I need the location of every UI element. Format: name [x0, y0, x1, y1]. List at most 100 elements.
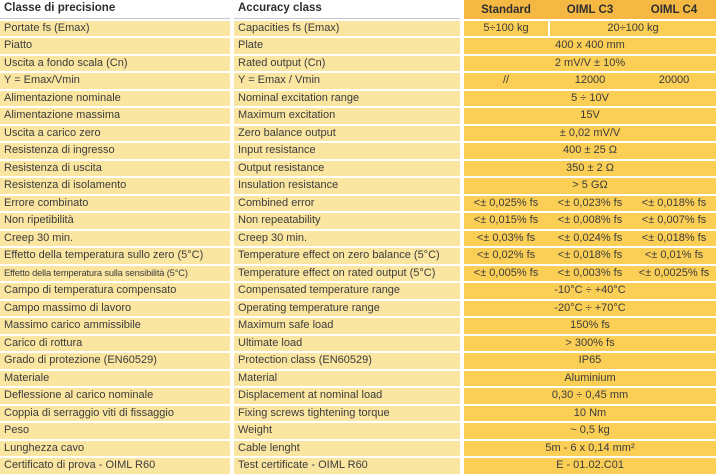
- row-label-english: Creep 30 min.: [234, 230, 460, 247]
- row-label-english: Insulation resistance: [234, 178, 460, 194]
- value-all-columns: E - 01.02.C01: [464, 458, 716, 474]
- value-all-columns: ± 0,02 mV/V: [464, 125, 716, 142]
- row-label-english: Nominal excitation range: [234, 90, 460, 107]
- table-row: Resistenza di ingresso Input resistance 40…: [0, 143, 716, 159]
- row-label-english: Temperature effect on rated output (5°C): [234, 265, 460, 282]
- value-oiml-c4: <± 0,018% fs: [632, 195, 716, 212]
- row-label-english: Compensated temperature range: [234, 283, 460, 299]
- row-label-italian: Massimo carico ammissibile: [0, 318, 230, 334]
- row-values: > 300% fs: [464, 335, 716, 352]
- value-oiml-c3: <± 0,003% fs: [548, 265, 632, 282]
- row-values: ± 0,02 mV/V: [464, 125, 716, 142]
- row-values: ~ 0,5 kg: [464, 423, 716, 439]
- row-label-english: Material: [234, 370, 460, 387]
- table-row: Campo di temperatura compensato Compensat…: [0, 283, 716, 299]
- value-standard: <± 0,005% fs: [464, 265, 548, 282]
- table-row: Peso Weight ~ 0,5 kg: [0, 423, 716, 439]
- row-label-english: Y = Emax / Vmin: [234, 73, 460, 89]
- value-oiml-c4: <± 0,007% fs: [632, 213, 716, 229]
- table-row: Certificato di prova - OIML R60 Test cert…: [0, 458, 716, 474]
- row-label-italian: Materiale: [0, 370, 230, 387]
- value-all-columns: 400 x 400 mm: [464, 38, 716, 54]
- row-values: 5÷100 kg 20÷100 kg: [464, 20, 716, 37]
- value-oiml-c3: <± 0,018% fs: [548, 248, 632, 264]
- value-all-columns: > 5 GΩ: [464, 178, 716, 194]
- value-standard: <± 0,015% fs: [464, 213, 548, 229]
- row-values: <± 0,02% fs <± 0,018% fs <± 0,01% fs: [464, 248, 716, 264]
- row-values: 5m - 6 x 0,14 mm²: [464, 440, 716, 457]
- value-oiml-c4: <± 0,0025% fs: [632, 265, 716, 282]
- row-values: Aluminium: [464, 370, 716, 387]
- row-label-english: Displacement at nominal load: [234, 388, 460, 404]
- table-row: Piatto Plate 400 x 400 mm: [0, 38, 716, 54]
- value-all-columns: -10°C ÷ +40°C: [464, 283, 716, 299]
- row-label-english: Test certificate - OIML R60: [234, 458, 460, 474]
- row-label-italian: Errore combinato: [0, 195, 230, 212]
- row-label-italian: Effetto della temperatura sullo zero (5°…: [0, 248, 230, 264]
- value-all-columns: 5 ÷ 10V: [464, 90, 716, 107]
- row-values: <± 0,025% fs <± 0,023% fs <± 0,018% fs: [464, 195, 716, 212]
- table-row: Y = Emax/Vmin Y = Emax / Vmin//12000 20000: [0, 73, 716, 89]
- table-row: Alimentazione nominale Nominal excitation…: [0, 90, 716, 107]
- row-label-italian: Peso: [0, 423, 230, 439]
- table-row: Resistenza di isolamento Insulation resis…: [0, 178, 716, 194]
- value-standard: 5÷100 kg: [464, 20, 548, 37]
- header-value-columns: Standard OIML C3 OIML C4: [464, 0, 716, 19]
- row-label-italian: Resistenza di uscita: [0, 160, 230, 177]
- value-oiml-c3: <± 0,008% fs: [548, 213, 632, 229]
- value-standard: <± 0,02% fs: [464, 248, 548, 264]
- row-label-italian: Portate fs (Emax): [0, 20, 230, 37]
- row-values: 10 Nm: [464, 405, 716, 422]
- row-values: 400 ± 25 Ω: [464, 143, 716, 159]
- row-label-english: Fixing screws tightening torque: [234, 405, 460, 422]
- header-col-oiml-c4: OIML C4: [650, 3, 698, 16]
- value-all-columns: 10 Nm: [464, 405, 716, 422]
- row-label-italian: Alimentazione nominale: [0, 90, 230, 107]
- value-oiml-c3: 12000: [548, 73, 632, 89]
- table-header-row: Classe di precisione Accuracy class Stan…: [0, 0, 716, 19]
- row-label-italian: Creep 30 min.: [0, 230, 230, 247]
- table-row: Creep 30 min. Creep 30 min. <± 0,03% fs <± …: [0, 230, 716, 247]
- row-label-italian: Y = Emax/Vmin: [0, 73, 230, 89]
- value-all-columns: 0,30 ÷ 0,45 mm: [464, 388, 716, 404]
- header-col-standard: Standard: [481, 3, 531, 16]
- row-label-italian: Uscita a fondo scala (Cn): [0, 55, 230, 72]
- row-label-italian: Grado di protezione (EN60529): [0, 353, 230, 369]
- header-col-oiml-c3: OIML C3: [566, 3, 614, 16]
- value-standard: <± 0,025% fs: [464, 195, 548, 212]
- row-values: 400 x 400 mm: [464, 38, 716, 54]
- table-row: Massimo carico ammissibile Maximum safe l…: [0, 318, 716, 334]
- value-standard: <± 0,03% fs: [464, 230, 548, 247]
- value-all-columns: 5m - 6 x 0,14 mm²: [464, 440, 716, 457]
- value-oiml-c4: <± 0,01% fs: [632, 248, 716, 264]
- row-label-english: Zero balance output: [234, 125, 460, 142]
- table-row: Coppia di serraggio viti di fissaggio Fix…: [0, 405, 716, 422]
- row-label-italian: Deflessione al carico nominale: [0, 388, 230, 404]
- row-values: -20°C ÷ +70°C: [464, 300, 716, 317]
- value-all-columns: 2 mV/V ± 10%: [464, 55, 716, 72]
- row-values: E - 01.02.C01: [464, 458, 716, 474]
- value-all-columns: Aluminium: [464, 370, 716, 387]
- row-label-english: Rated output (Cn): [234, 55, 460, 72]
- row-values: //12000 20000: [464, 73, 716, 89]
- value-all-columns: 350 ± 2 Ω: [464, 160, 716, 177]
- header-accuracy-class-italian: Classe di precisione: [0, 0, 230, 19]
- table-row: Deflessione al carico nominale Displaceme…: [0, 388, 716, 404]
- row-label-english: Ultimate load: [234, 335, 460, 352]
- table-row: Grado di protezione (EN60529) Protection …: [0, 353, 716, 369]
- row-values: <± 0,015% fs <± 0,008% fs <± 0,007% fs: [464, 213, 716, 229]
- row-values: <± 0,03% fs <± 0,024% fs <± 0,018% fs: [464, 230, 716, 247]
- row-values: 5 ÷ 10V: [464, 90, 716, 107]
- value-all-columns: > 300% fs: [464, 335, 716, 352]
- table-row: Materiale Material Aluminium: [0, 370, 716, 387]
- value-oiml-c3: <± 0,024% fs: [548, 230, 632, 247]
- row-label-italian: Non ripetibilità: [0, 213, 230, 229]
- row-label-italian: Carico di rottura: [0, 335, 230, 352]
- table-row: Campo massimo di lavoro Operating tempera…: [0, 300, 716, 317]
- row-label-english: Non repeatability: [234, 213, 460, 229]
- row-label-english: Input resistance: [234, 143, 460, 159]
- row-values: IP65: [464, 353, 716, 369]
- table-row: Non ripetibilità Non repeatability <± 0,01…: [0, 213, 716, 229]
- row-values: 15V: [464, 108, 716, 124]
